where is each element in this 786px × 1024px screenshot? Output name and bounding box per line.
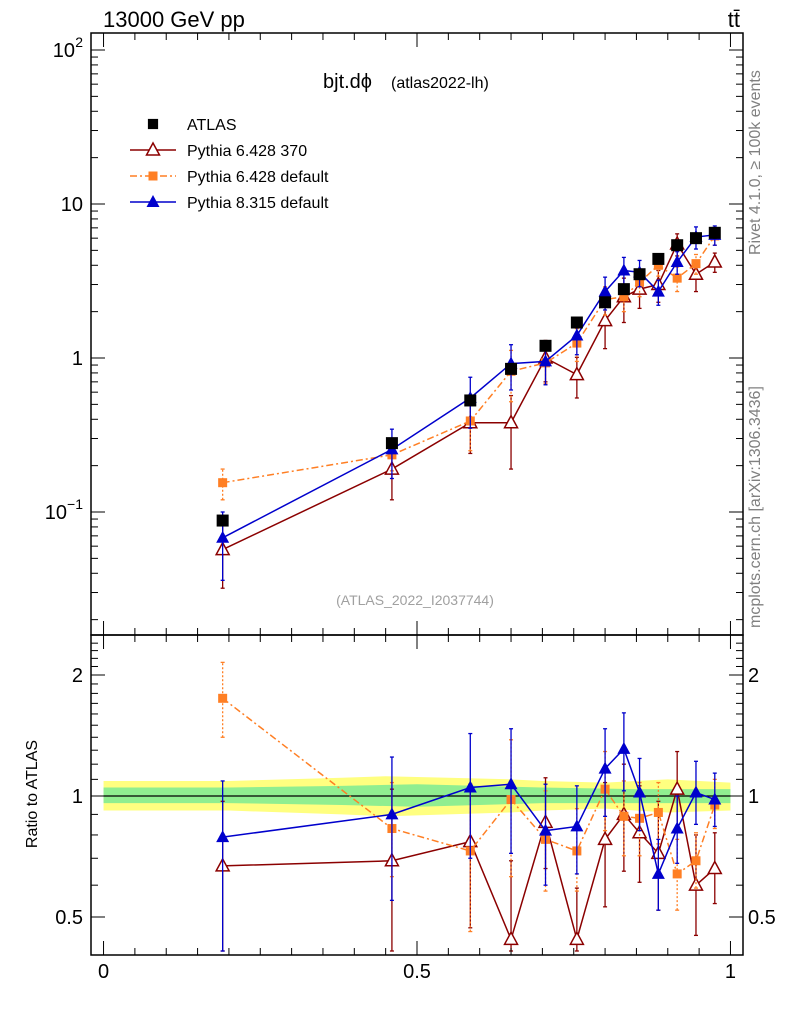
legend-marker — [145, 141, 161, 156]
data-point — [691, 259, 701, 269]
ratio-point — [503, 930, 519, 946]
ratio-point — [651, 866, 665, 879]
series-pythia-6-428-370 — [214, 233, 723, 589]
data-point — [570, 328, 584, 341]
ratio-point — [504, 777, 518, 790]
ratio-y-tick-label-right: 0.5 — [748, 907, 776, 929]
legend-entry-pythia-6-428-default: Pythia 6.428 default — [130, 169, 329, 186]
data-point — [651, 284, 665, 297]
data-point — [597, 311, 613, 327]
data-point — [218, 478, 228, 488]
legend-entry-atlas: ATLAS — [147, 117, 237, 134]
ratio-point — [539, 823, 553, 836]
legend-label: ATLAS — [187, 117, 237, 134]
ratio-point — [598, 761, 612, 774]
ratio-point — [216, 830, 230, 843]
ratio-point — [597, 830, 613, 846]
ratio-point — [707, 859, 723, 875]
data-point — [599, 296, 612, 309]
data-point — [671, 239, 684, 252]
legend: ATLAS Pythia 6.428 370 Pythia 6.428 defaul… — [130, 117, 329, 212]
ratio-point — [653, 807, 663, 817]
data-point — [216, 514, 229, 527]
ratio-point — [689, 785, 703, 798]
legend-entry-pythia-8-315-default: Pythia 8.315 default — [130, 195, 329, 212]
legend-marker — [148, 171, 158, 181]
ratio-point — [672, 869, 682, 879]
data-point — [617, 283, 630, 296]
data-point — [652, 252, 665, 265]
data-point — [569, 366, 585, 381]
data-point — [505, 362, 518, 375]
legend-marker — [147, 118, 159, 130]
ratio-y-tick-label-right: 2 — [748, 665, 759, 687]
ratio-point — [617, 741, 631, 754]
process-label: tt̄ — [728, 7, 740, 32]
y-tick-label-exponent: −1 — [67, 496, 83, 512]
data-point — [539, 354, 553, 367]
data-point — [619, 292, 629, 302]
data-point — [503, 414, 519, 429]
ratio-point — [385, 807, 399, 820]
main-panel-series — [214, 225, 723, 589]
y-tick-label: 10 — [53, 40, 75, 62]
legend-label: Pythia 6.428 370 — [187, 143, 307, 160]
x-tick-label: 1 — [725, 961, 736, 983]
data-point — [216, 530, 230, 543]
data-point — [672, 273, 682, 283]
ratio-point — [569, 930, 585, 946]
series-atlas — [216, 226, 721, 527]
plot-title: bjt.dϕ — [323, 71, 372, 93]
data-point — [707, 253, 723, 268]
legend-label: Pythia 6.428 default — [187, 169, 329, 186]
data-point — [617, 263, 631, 276]
ratio-point — [619, 811, 629, 821]
ratio-y-tick-label-left: 2 — [72, 665, 83, 687]
data-point — [598, 284, 612, 297]
ratio-point — [688, 876, 704, 891]
y-tick-label: 1 — [72, 348, 83, 370]
data-point — [633, 268, 646, 281]
ratio-point — [708, 792, 722, 805]
ratio-uncertainty-bands — [103, 776, 731, 817]
x-tick-label: 0 — [98, 961, 109, 983]
ratio-y-tick-label-left: 1 — [72, 786, 83, 808]
data-point — [539, 339, 552, 352]
data-point — [570, 316, 583, 329]
data-point — [689, 232, 702, 245]
ratio-point — [633, 785, 647, 798]
legend-label: Pythia 8.315 default — [187, 195, 329, 212]
ratio-point — [218, 693, 228, 703]
legend-entry-pythia-6-428-370: Pythia 6.428 370 — [130, 141, 307, 160]
ratio-y-tick-label-right: 1 — [748, 786, 759, 808]
ratio-point — [691, 856, 701, 866]
y-tick-label: 10 — [61, 194, 83, 216]
x-tick-label: 0.5 — [403, 961, 431, 983]
ratio-point — [669, 780, 685, 795]
rivet-version-label: Rivet 4.1.0, ≥ 100k events — [747, 70, 764, 255]
mcplots-label: mcplots.cern.ch [arXiv:1306.3436] — [747, 386, 764, 628]
y-tick-label: 10 — [45, 502, 67, 524]
y-tick-label-exponent: 2 — [75, 34, 83, 50]
data-point — [653, 260, 663, 270]
legend-marker — [146, 195, 160, 207]
plot-subtitle: (atlas2022-lh) — [391, 75, 489, 92]
data-point — [708, 226, 721, 239]
ratio-point — [570, 819, 584, 832]
analysis-label: (ATLAS_2022_I2037744) — [336, 592, 494, 608]
ratio-y-tick-label-left: 0.5 — [55, 907, 83, 929]
ratio-point — [670, 821, 684, 834]
ratio-ylabel: Ratio to ATLAS — [24, 740, 41, 848]
ratio-panel-series — [214, 661, 723, 952]
ratio-series-pythia-8-315-default — [216, 712, 722, 952]
data-point — [385, 437, 398, 450]
data-point — [670, 255, 684, 268]
data-point — [464, 394, 477, 407]
ratio-point — [463, 780, 477, 793]
energy-label: 13000 GeV pp — [103, 7, 245, 32]
